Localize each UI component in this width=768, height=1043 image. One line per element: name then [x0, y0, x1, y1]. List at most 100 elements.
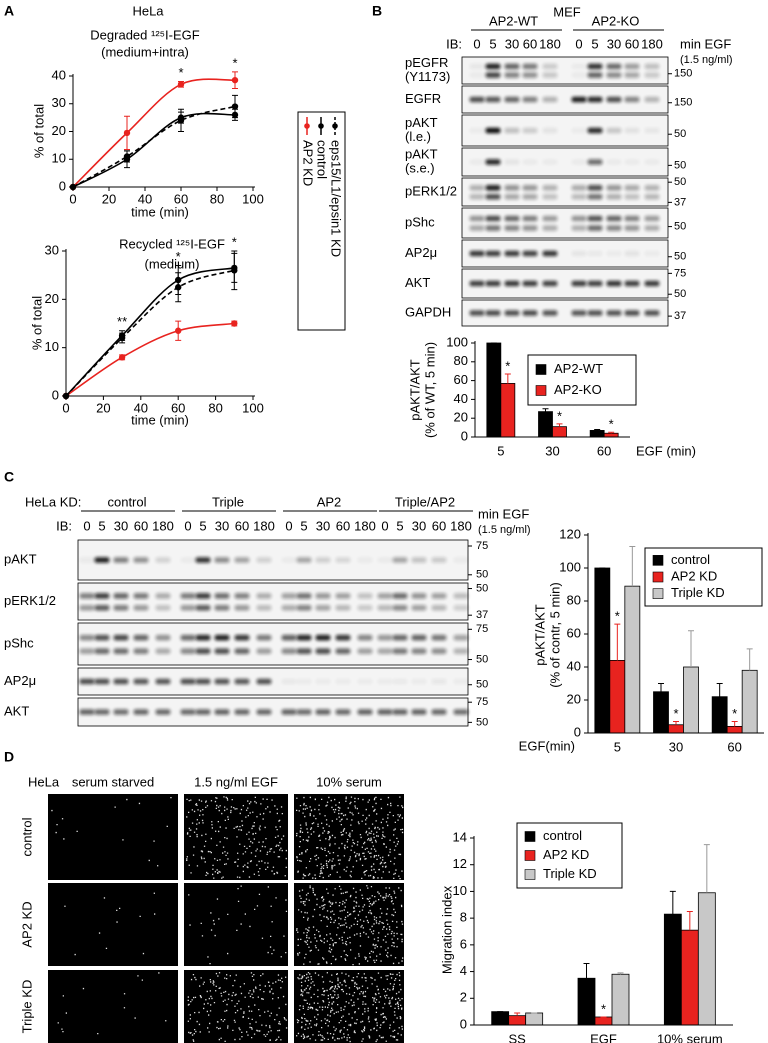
blot-band	[453, 678, 469, 685]
blot-band	[522, 225, 538, 231]
x-tick-label: 5	[614, 739, 621, 754]
treatment-label: (1.5 ng/ml)	[680, 54, 733, 66]
blot-band	[644, 250, 660, 257]
data-point	[177, 117, 185, 124]
blot-row	[77, 697, 469, 727]
bar	[711, 696, 728, 734]
row-label: Triple KD	[19, 980, 34, 1034]
x-tick-label: 0	[62, 400, 69, 415]
blot-band	[587, 310, 603, 316]
blot-band	[542, 127, 558, 134]
error-bar	[514, 1012, 521, 1016]
x-tick-label: SS	[508, 1031, 526, 1043]
blot-band	[214, 593, 230, 599]
y-tick-label: 10	[453, 883, 467, 898]
legend-label: Triple KD	[671, 585, 725, 600]
lane-label: 180	[152, 518, 174, 533]
blot-band	[357, 678, 373, 685]
blot-band	[571, 159, 587, 165]
x-axis-label: time (min)	[131, 204, 189, 219]
lane-label: 180	[253, 518, 275, 533]
legend-marker	[304, 123, 310, 129]
blot-band	[587, 185, 603, 191]
y-tick-label: 20	[454, 410, 468, 425]
cell-dots	[296, 885, 404, 966]
group-label: Triple	[212, 494, 244, 509]
blot-band	[606, 96, 622, 103]
blot-band	[587, 72, 603, 78]
series-line	[65, 269, 235, 397]
lane-label: 0	[285, 518, 292, 533]
blot-band	[431, 648, 447, 654]
blot-band	[94, 557, 110, 563]
blot-band	[522, 310, 538, 316]
blot-band	[180, 648, 196, 654]
blot-band	[113, 557, 129, 563]
bar	[525, 1012, 544, 1026]
y-tick-label: 0	[574, 724, 581, 739]
blot-band	[315, 634, 331, 641]
legend-label: Triple KD	[543, 866, 597, 881]
blot-band	[315, 593, 331, 599]
blot-band	[296, 557, 312, 563]
chart-subtitle: (medium)	[145, 256, 200, 271]
blot-band	[522, 250, 538, 257]
group-prefix: HeLa KD:	[25, 494, 81, 509]
blot-band	[542, 280, 558, 287]
data-point	[231, 267, 238, 274]
blot-band	[113, 709, 129, 715]
mw-label: 50	[476, 569, 488, 581]
mw-label: 150	[674, 68, 692, 80]
blot-band	[624, 193, 640, 200]
row-label: AKT	[405, 275, 430, 290]
error-bar	[673, 720, 679, 725]
blot-band	[453, 648, 469, 654]
blot-band	[542, 215, 558, 222]
bar	[697, 892, 716, 1026]
y-tick-label: 40	[454, 391, 468, 406]
y-tick-label: 14	[453, 829, 467, 844]
lane-label: 60	[432, 518, 446, 533]
blot-band	[155, 604, 171, 611]
group-label: Triple/AP2	[395, 494, 455, 509]
blot-band	[180, 709, 196, 715]
blot-band	[469, 215, 485, 222]
blot-band	[644, 96, 660, 103]
blot-band	[644, 63, 660, 70]
blot-band	[113, 678, 129, 685]
blot-band	[411, 634, 427, 641]
lane-label: 180	[354, 518, 376, 533]
legend-label: control	[671, 552, 710, 567]
blot-band	[453, 593, 469, 599]
blot-band	[469, 127, 485, 134]
y-tick-label: 100	[446, 334, 468, 349]
mw-label: 50	[674, 128, 686, 140]
legend-swatch	[524, 850, 536, 861]
lane-label: 5	[199, 518, 206, 533]
blot-band	[504, 159, 520, 165]
blot-band	[315, 648, 331, 654]
blot-band	[571, 225, 587, 231]
blot-band	[542, 225, 558, 231]
blot-band	[624, 96, 640, 103]
blot-band	[357, 593, 373, 599]
blot-band	[377, 634, 393, 641]
bar	[741, 669, 758, 734]
blot-band	[392, 593, 408, 599]
blot-band	[234, 648, 250, 654]
blot-band	[542, 63, 558, 70]
group-label: control	[107, 494, 146, 509]
error-bar	[608, 431, 615, 434]
significance-mark: *	[601, 1001, 606, 1016]
error-bar	[594, 428, 601, 431]
row-label: pShc	[4, 635, 34, 650]
ib-label: IB:	[446, 36, 462, 51]
legend-box	[644, 547, 763, 607]
x-tick-label: 40	[138, 191, 152, 206]
blot-band	[469, 185, 485, 191]
blot-band	[155, 557, 171, 563]
blot-band	[571, 72, 587, 78]
blot-band	[504, 280, 520, 287]
blot-band	[214, 634, 230, 641]
